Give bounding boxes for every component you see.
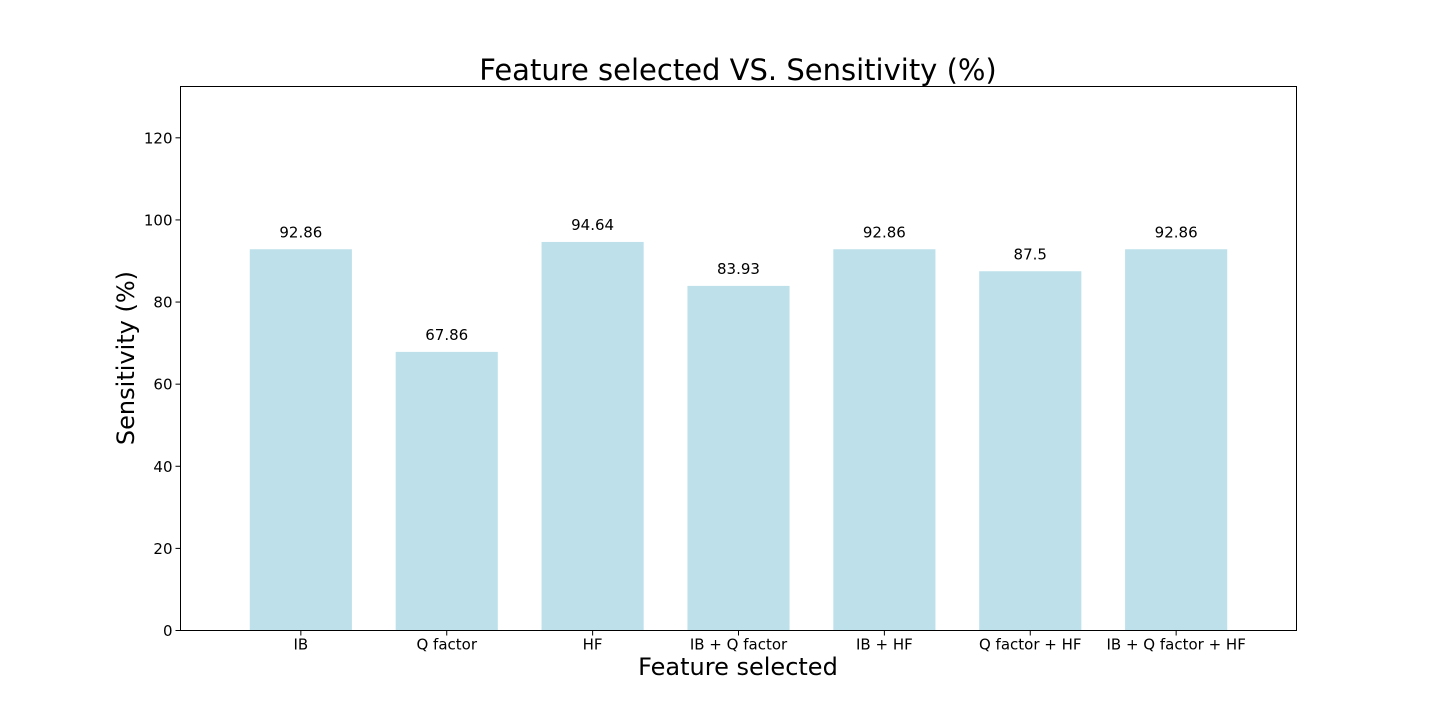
chart-title: Feature selected VS. Sensitivity (%) [479, 53, 997, 87]
plot-frame [180, 86, 1297, 631]
data-label-4: 92.86 [863, 223, 906, 241]
y-axis-ticks: 0 20 40 60 80 100 120 [144, 129, 181, 640]
data-label-0: 92.86 [279, 223, 322, 241]
x-tick-label-0: IB [293, 636, 308, 654]
y-tick-label-6: 120 [144, 129, 173, 147]
x-axis-ticks: IB Q factor HF IB + Q factor IB + HF Q factor… [293, 630, 1246, 654]
data-label-1: 67.86 [425, 326, 468, 344]
x-tick-label-1: Q factor [416, 636, 477, 654]
x-axis-label: Feature selected [638, 653, 838, 681]
y-tick-label-2: 40 [153, 458, 172, 476]
data-label-2: 94.64 [571, 216, 614, 234]
bar-0 [249, 249, 352, 631]
y-tick-label-1: 20 [153, 540, 172, 558]
bar-3 [687, 285, 790, 631]
x-tick-label-6: IB + Q factor + HF [1106, 636, 1245, 654]
x-tick-label-3: IB + Q factor [690, 636, 788, 654]
data-labels-group: 92.86 67.86 94.64 83.93 92.86 87.5 92.86 [279, 216, 1197, 344]
data-label-5: 87.5 [1014, 245, 1047, 263]
bars-group [249, 241, 1228, 631]
bar-5 [979, 271, 1082, 631]
y-tick-label-5: 100 [144, 211, 173, 229]
bar-2 [541, 241, 644, 631]
x-tick-label-5: Q factor + HF [979, 636, 1082, 654]
y-tick-label-4: 80 [153, 294, 172, 312]
y-axis-label: Sensitivity (%) [112, 271, 140, 445]
bar-6 [1125, 249, 1228, 631]
x-tick-label-2: HF [583, 636, 603, 654]
data-label-6: 92.86 [1155, 223, 1198, 241]
y-tick-label-0: 0 [163, 622, 173, 640]
bar-4 [833, 249, 936, 631]
data-label-3: 83.93 [717, 260, 760, 278]
y-tick-label-3: 60 [153, 376, 172, 394]
x-tick-label-4: IB + HF [856, 636, 913, 654]
bar-1 [395, 351, 498, 631]
